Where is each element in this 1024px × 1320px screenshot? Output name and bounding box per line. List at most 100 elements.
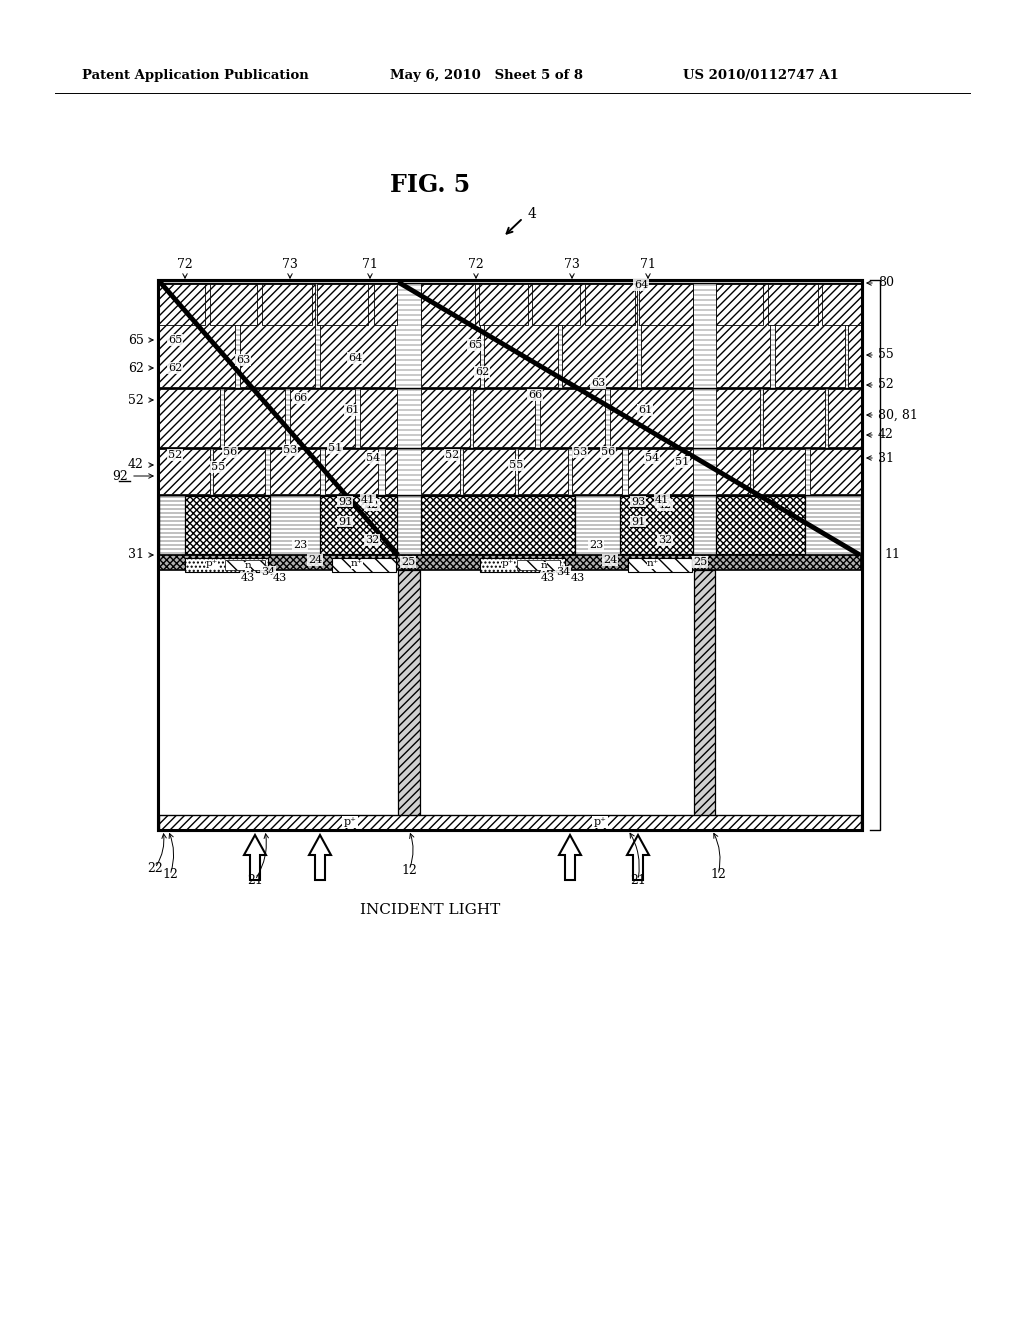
Text: Patent Application Publication: Patent Application Publication [82, 70, 309, 82]
Bar [628, 558, 692, 572]
Bar [213, 449, 265, 494]
Bar [158, 280, 862, 830]
Text: May 6, 2010   Sheet 5 of 8: May 6, 2010 Sheet 5 of 8 [390, 70, 583, 82]
Text: 52: 52 [168, 450, 182, 459]
Bar [159, 284, 234, 387]
Text: 80: 80 [878, 276, 894, 289]
Bar [715, 570, 861, 829]
Bar [270, 449, 319, 494]
Bar [716, 284, 770, 387]
Text: 55: 55 [211, 462, 225, 473]
Text: 73: 73 [282, 257, 298, 271]
Bar [753, 449, 805, 494]
Bar [159, 389, 220, 447]
Text: 71: 71 [362, 257, 378, 271]
Text: n: n [541, 561, 548, 570]
Text: 42: 42 [878, 429, 894, 441]
Text: 12: 12 [710, 869, 726, 882]
Text: 63: 63 [591, 378, 605, 388]
Text: 55: 55 [878, 348, 894, 362]
Bar [317, 284, 368, 325]
Bar [290, 389, 355, 447]
Bar [319, 496, 397, 554]
Text: 65: 65 [168, 335, 182, 345]
Bar [518, 449, 568, 494]
Text: 12: 12 [162, 869, 178, 882]
Text: 43: 43 [570, 573, 585, 583]
Bar [332, 558, 396, 572]
Bar [225, 560, 265, 570]
Text: p⁺: p⁺ [594, 817, 606, 828]
Text: 43: 43 [272, 573, 287, 583]
Bar [775, 284, 845, 387]
Bar [532, 284, 580, 325]
Text: 41: 41 [655, 495, 669, 506]
Bar [716, 284, 763, 325]
Text: 52: 52 [878, 379, 894, 392]
Bar [540, 389, 605, 447]
Text: 54: 54 [366, 453, 380, 463]
Text: US 2010/0112747 A1: US 2010/0112747 A1 [683, 70, 839, 82]
Text: 56: 56 [223, 447, 238, 457]
Text: 62: 62 [475, 367, 489, 378]
Text: 31: 31 [128, 549, 144, 561]
Bar [768, 284, 818, 325]
Text: 65: 65 [128, 334, 144, 346]
Text: 61: 61 [345, 405, 359, 414]
Text: 56: 56 [601, 447, 615, 457]
Text: 34: 34 [556, 568, 570, 577]
Text: 31: 31 [878, 451, 894, 465]
Bar [848, 284, 861, 387]
Bar [716, 496, 805, 554]
Text: 42: 42 [657, 500, 672, 510]
Bar [159, 284, 205, 325]
Bar [473, 389, 535, 447]
Text: 53: 53 [572, 447, 587, 457]
Text: 66: 66 [528, 389, 542, 400]
Bar [262, 284, 312, 325]
Bar [463, 449, 515, 494]
Text: 66: 66 [293, 393, 307, 403]
Bar [585, 284, 635, 325]
Text: 62: 62 [168, 363, 182, 374]
Text: 80, 81: 80, 81 [878, 408, 918, 421]
Text: n: n [245, 561, 251, 570]
Bar [325, 449, 378, 494]
Text: 23: 23 [589, 540, 603, 550]
Text: 72: 72 [468, 257, 484, 271]
Text: 51: 51 [675, 457, 689, 467]
Bar [628, 449, 693, 494]
Text: 62: 62 [128, 362, 144, 375]
Text: 51: 51 [328, 444, 342, 453]
Text: FIG. 5: FIG. 5 [390, 173, 470, 197]
Bar [421, 389, 470, 447]
Bar [484, 284, 558, 387]
Bar [562, 284, 637, 387]
Bar [480, 558, 565, 572]
Text: p⁺: p⁺ [344, 817, 356, 828]
Bar [421, 449, 460, 494]
Bar [159, 495, 861, 554]
Text: 42: 42 [365, 500, 379, 510]
Bar [421, 496, 575, 554]
Bar [159, 447, 861, 495]
Bar [694, 570, 715, 829]
Bar [319, 284, 395, 387]
Text: 32: 32 [365, 535, 379, 545]
Text: 52: 52 [128, 393, 144, 407]
Bar [572, 449, 622, 494]
Bar [240, 284, 315, 387]
Bar [421, 284, 480, 387]
Text: 63: 63 [236, 355, 250, 366]
Bar [374, 284, 397, 325]
Text: 43: 43 [541, 573, 555, 583]
Polygon shape [244, 836, 266, 880]
Bar [763, 389, 825, 447]
Bar [224, 389, 285, 447]
Text: 25: 25 [693, 557, 708, 568]
Text: 4: 4 [528, 207, 537, 220]
Text: 11: 11 [884, 549, 900, 561]
Bar [639, 284, 693, 325]
Bar [159, 388, 861, 447]
Bar [185, 558, 268, 572]
